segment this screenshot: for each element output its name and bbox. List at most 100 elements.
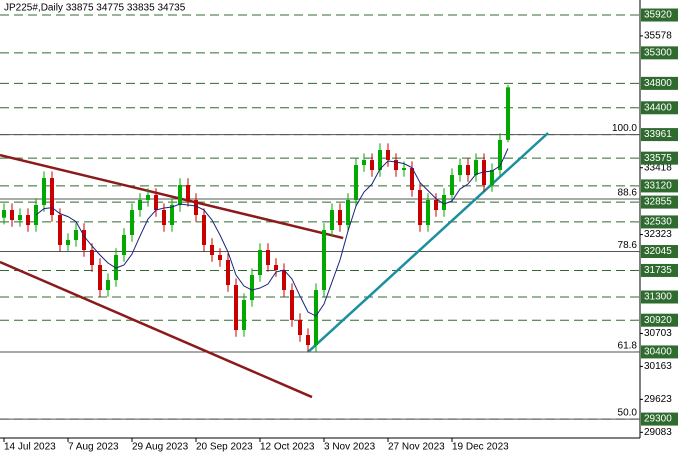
candle-body	[50, 178, 54, 216]
candle-body	[42, 178, 46, 206]
candle-body	[202, 215, 206, 246]
candle-body	[410, 168, 414, 191]
candle-body	[290, 290, 294, 321]
candle-body	[138, 200, 142, 211]
level-label-box	[641, 151, 678, 165]
candle-body	[66, 239, 70, 246]
candle-body	[218, 255, 222, 261]
level-label-box	[641, 195, 678, 209]
trendline	[0, 153, 344, 240]
candle-body	[194, 200, 198, 216]
trendline	[0, 260, 313, 399]
fib-label: 88.6	[618, 188, 638, 199]
candle-body	[170, 205, 174, 226]
level-label-box	[641, 46, 678, 60]
candle-body	[130, 210, 134, 235]
level-label-box	[641, 412, 678, 426]
candle-body	[2, 210, 6, 218]
candle-body	[154, 195, 158, 211]
level-label-box	[641, 313, 678, 327]
level-label: 30920	[644, 315, 672, 326]
x-tick-label: 7 Aug 2023	[68, 442, 119, 453]
candle-body	[274, 265, 278, 271]
y-tick-label: 30703	[644, 328, 672, 339]
fib-label: 100.0	[612, 123, 637, 134]
level-label: 34800	[644, 78, 672, 89]
y-tick-label: 29623	[644, 394, 672, 405]
x-tick-label: 12 Oct 2023	[260, 442, 315, 453]
candle-body	[458, 165, 462, 176]
level-label: 32530	[644, 217, 672, 228]
candle-body	[378, 150, 382, 171]
fib-label: 61.8	[618, 341, 638, 352]
level-label-box	[641, 179, 678, 193]
level-label: 29300	[644, 414, 672, 425]
y-tick-label: 30163	[644, 361, 672, 372]
candle-body	[490, 170, 494, 186]
candle-body	[450, 175, 454, 196]
candle-body	[74, 229, 78, 240]
level-label: 35300	[644, 47, 672, 58]
candle-body	[82, 229, 86, 251]
candle-body	[498, 140, 502, 171]
candle-body	[106, 280, 110, 291]
candle-body	[282, 270, 286, 291]
trendline	[307, 132, 549, 353]
candle-body	[442, 195, 446, 211]
candle-body	[98, 265, 102, 291]
y-tick-label: 29083	[644, 427, 672, 438]
candle-body	[322, 229, 326, 291]
x-tick-label: 19 Dec 2023	[452, 442, 509, 453]
candle-body	[362, 160, 366, 166]
level-label-box	[641, 76, 678, 90]
candle-body	[146, 195, 150, 201]
level-label-box	[641, 215, 678, 229]
y-tick-label: 32323	[644, 229, 672, 240]
level-label: 30400	[644, 347, 672, 358]
chart-title: JP225#,Daily 33875 34775 33835 34735	[4, 3, 186, 14]
candle-body	[386, 150, 390, 161]
candle-body	[26, 215, 30, 226]
candle-body	[338, 210, 342, 226]
candle-body	[330, 210, 334, 230]
candle-body	[298, 320, 302, 336]
level-label: 34400	[644, 102, 672, 113]
candle-body	[186, 185, 190, 201]
candle-body	[418, 190, 422, 226]
candle-body	[434, 200, 438, 211]
x-tick-label: 14 Jul 2023	[4, 442, 56, 453]
level-label-box	[641, 245, 678, 259]
candle-body	[426, 200, 430, 226]
candle-body	[266, 250, 270, 266]
level-label: 31735	[644, 265, 672, 276]
level-label-box	[641, 345, 678, 359]
fib-label: 50.0	[618, 408, 638, 419]
level-label-box	[641, 101, 678, 115]
candle-body	[370, 160, 374, 171]
level-label: 32855	[644, 197, 672, 208]
candle-body	[394, 160, 398, 171]
candle-body	[474, 160, 478, 176]
y-tick-label: 33418	[644, 162, 672, 173]
level-label-box	[641, 128, 678, 142]
candle-body	[250, 275, 254, 301]
candle-body	[18, 215, 22, 221]
candle-body	[178, 185, 182, 206]
level-label: 32045	[644, 246, 672, 257]
candle-body	[346, 200, 350, 226]
level-label: 33961	[644, 129, 672, 140]
x-tick-label: 20 Sep 2023	[196, 442, 253, 453]
candle-body	[58, 215, 62, 246]
candle-body	[306, 335, 310, 346]
candle-body	[90, 250, 94, 266]
level-label: 31300	[644, 292, 672, 303]
level-label: 33575	[644, 153, 672, 164]
y-tick-label: 35578	[644, 31, 672, 42]
level-label-box	[641, 8, 678, 22]
candle-body	[506, 87, 510, 140]
candle-body	[226, 260, 230, 286]
candle-body	[122, 234, 126, 256]
candle-body	[314, 290, 318, 346]
candle-body	[354, 165, 358, 201]
